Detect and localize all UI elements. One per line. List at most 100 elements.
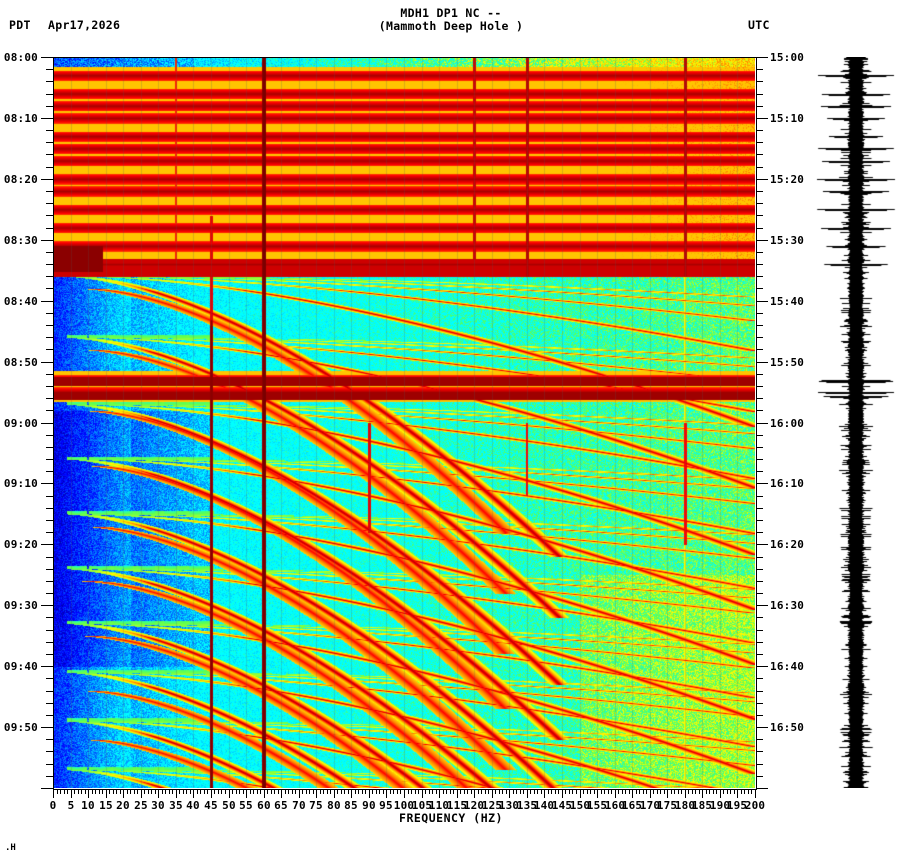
freq-tick-minor bbox=[250, 789, 251, 794]
freq-tick-major bbox=[755, 789, 756, 798]
freq-tick-minor bbox=[520, 789, 521, 794]
time-tick-minor bbox=[46, 617, 53, 618]
freq-tick-minor bbox=[446, 789, 447, 794]
frequency-label: 75 bbox=[309, 799, 323, 812]
time-tick-minor bbox=[46, 94, 53, 95]
freq-tick-minor bbox=[611, 789, 612, 794]
freq-tick-major bbox=[720, 789, 721, 798]
freq-tick-minor bbox=[513, 789, 514, 794]
time-tick-minor bbox=[46, 203, 53, 204]
time-label-local: 08:30 bbox=[3, 234, 38, 247]
freq-tick-minor bbox=[243, 789, 244, 794]
time-tick-minor bbox=[46, 520, 53, 521]
freq-tick-minor bbox=[408, 789, 409, 794]
freq-tick-minor bbox=[625, 789, 626, 794]
freq-tick-minor bbox=[436, 789, 437, 794]
utc-tick-major bbox=[756, 179, 768, 180]
freq-tick-major bbox=[474, 789, 475, 798]
time-tick-minor bbox=[46, 630, 53, 631]
freq-tick-minor bbox=[674, 789, 675, 794]
frequency-label: 175 bbox=[656, 799, 678, 812]
utc-tick-major bbox=[756, 666, 768, 667]
utc-tick-major bbox=[756, 362, 768, 363]
time-tick-minor bbox=[46, 337, 53, 338]
spectrogram-plot[interactable] bbox=[53, 57, 755, 788]
x-axis-label: FREQUENCY (HZ) bbox=[399, 811, 503, 825]
freq-tick-minor bbox=[95, 789, 96, 794]
freq-tick-minor bbox=[709, 789, 710, 794]
freq-tick-major bbox=[211, 789, 212, 798]
time-tick-major bbox=[41, 118, 53, 119]
time-tick-minor bbox=[46, 569, 53, 570]
freq-tick-minor bbox=[337, 789, 338, 794]
freq-tick-minor bbox=[295, 789, 296, 794]
utc-tick-minor bbox=[756, 630, 763, 631]
freq-tick-minor bbox=[530, 789, 531, 794]
time-tick-major bbox=[41, 301, 53, 302]
time-tick-minor bbox=[46, 252, 53, 253]
time-label-utc: 16:40 bbox=[770, 660, 805, 673]
frequency-label: 110 bbox=[428, 799, 450, 812]
freq-tick-minor bbox=[183, 789, 184, 794]
freq-tick-major bbox=[246, 789, 247, 798]
utc-tick-minor bbox=[756, 386, 763, 387]
freq-tick-minor bbox=[688, 789, 689, 794]
freq-tick-minor bbox=[639, 789, 640, 794]
freq-tick-minor bbox=[60, 789, 61, 794]
freq-tick-minor bbox=[162, 789, 163, 794]
freq-tick-minor bbox=[660, 789, 661, 794]
freq-tick-minor bbox=[499, 789, 500, 794]
header-timezone-left: PDT bbox=[9, 18, 31, 32]
freq-tick-minor bbox=[327, 789, 328, 794]
time-tick-minor bbox=[46, 325, 53, 326]
time-tick-major bbox=[41, 727, 53, 728]
freq-tick-minor bbox=[365, 789, 366, 794]
utc-tick-minor bbox=[756, 228, 763, 229]
freq-tick-major bbox=[71, 789, 72, 798]
utc-tick-minor bbox=[756, 191, 763, 192]
freq-tick-minor bbox=[695, 789, 696, 794]
time-label-local: 09:20 bbox=[3, 538, 38, 551]
time-label-utc: 15:40 bbox=[770, 295, 805, 308]
freq-tick-minor bbox=[127, 789, 128, 794]
freq-tick-minor bbox=[257, 789, 258, 794]
utc-tick-major bbox=[756, 605, 768, 606]
freq-tick-minor bbox=[429, 789, 430, 794]
freq-tick-minor bbox=[432, 789, 433, 794]
time-label-utc: 15:20 bbox=[770, 173, 805, 186]
freq-tick-major bbox=[457, 789, 458, 798]
time-tick-minor bbox=[46, 374, 53, 375]
utc-tick-minor bbox=[756, 691, 763, 692]
freq-tick-major bbox=[53, 789, 54, 798]
freq-tick-major bbox=[597, 789, 598, 798]
time-tick-minor bbox=[46, 496, 53, 497]
frequency-label: 45 bbox=[204, 799, 218, 812]
utc-tick-minor bbox=[756, 581, 763, 582]
freq-tick-minor bbox=[653, 789, 654, 794]
time-tick-minor bbox=[46, 288, 53, 289]
freq-tick-minor bbox=[744, 789, 745, 794]
freq-tick-minor bbox=[344, 789, 345, 794]
utc-tick-minor bbox=[756, 703, 763, 704]
freq-tick-major bbox=[422, 789, 423, 798]
utc-tick-major bbox=[756, 727, 768, 728]
frequency-label: 85 bbox=[344, 799, 358, 812]
freq-tick-minor bbox=[481, 789, 482, 794]
time-label-utc: 16:10 bbox=[770, 477, 805, 490]
freq-tick-minor bbox=[57, 789, 58, 794]
frequency-label: 10 bbox=[81, 799, 95, 812]
utc-tick-minor bbox=[756, 94, 763, 95]
freq-tick-major bbox=[544, 789, 545, 798]
freq-tick-minor bbox=[379, 789, 380, 794]
time-tick-minor bbox=[46, 471, 53, 472]
freq-tick-minor bbox=[516, 789, 517, 794]
freq-tick-minor bbox=[523, 789, 524, 794]
frequency-label: 160 bbox=[604, 799, 626, 812]
freq-tick-minor bbox=[144, 789, 145, 794]
frequency-label: 0 bbox=[49, 799, 57, 812]
utc-tick-minor bbox=[756, 313, 763, 314]
freq-tick-minor bbox=[355, 789, 356, 794]
frequency-label: 155 bbox=[586, 799, 608, 812]
utc-tick-minor bbox=[756, 751, 763, 752]
freq-tick-minor bbox=[330, 789, 331, 794]
